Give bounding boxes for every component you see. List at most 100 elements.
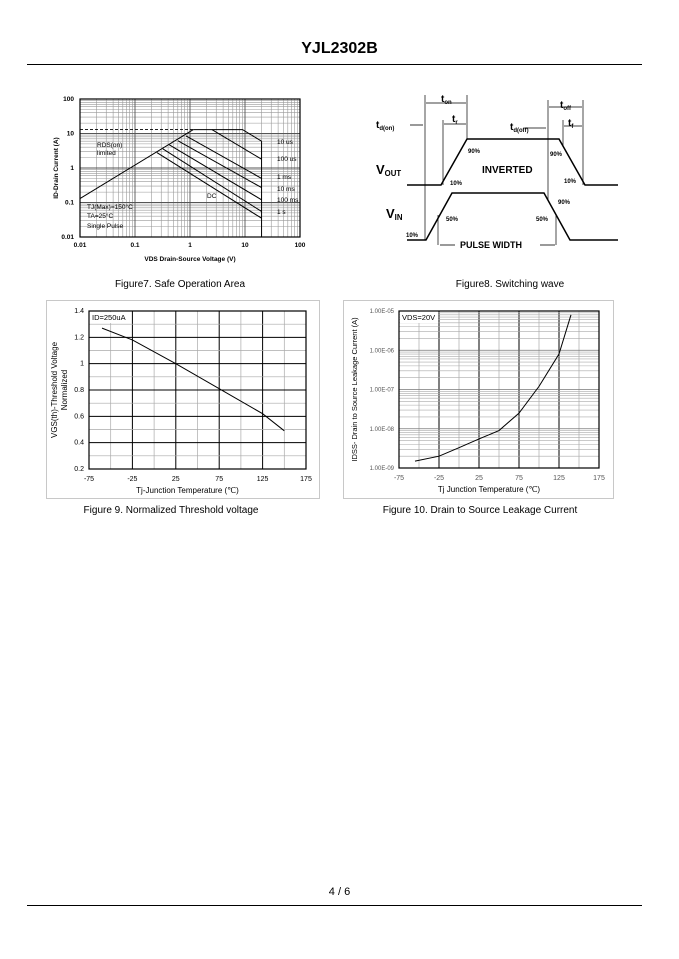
figure8-caption: Figure8. Switching wave: [455, 279, 565, 290]
x-tick-label: 25: [475, 475, 483, 482]
series-line-rds-on-limit: [79, 129, 194, 199]
label-pulse-width: PULSE WIDTH: [460, 240, 522, 250]
label-10pct: 10%: [450, 181, 463, 187]
plot-frame: [79, 98, 301, 238]
y-axis-label: IDSS- Drain to Source Leakage Current (A…: [350, 317, 359, 462]
label-t-d-off: td(off): [510, 122, 529, 134]
annotation-dc: DC: [207, 193, 217, 200]
label-10pct: 10%: [564, 179, 577, 185]
annotation-condition: VDS=20V: [402, 313, 435, 322]
y-tick-label: 0.8: [74, 387, 84, 394]
series-line-100-ms: [169, 144, 262, 201]
annotation-ta: TA=25°C: [87, 212, 113, 220]
data-curve: [414, 314, 572, 462]
figure7-caption: Figure7. Safe Operation Area: [114, 279, 246, 290]
y-tick-label: 10: [67, 131, 75, 138]
label-50pct: 50%: [536, 217, 549, 223]
series-label: 100 us: [277, 156, 297, 163]
series-label: 100 ms: [277, 197, 299, 204]
label-t-f: tf: [568, 118, 574, 130]
annotation-background: [90, 312, 130, 323]
series-line-100-us: [211, 129, 262, 160]
annotation-background: [400, 312, 438, 323]
y-tick-label: 1.00E-09: [370, 466, 395, 472]
x-tick-label: 10: [241, 242, 249, 249]
x-tick-label: 125: [257, 476, 269, 483]
x-tick-label: 175: [593, 475, 605, 482]
y-tick-label: 1: [70, 165, 74, 172]
x-tick-label: -75: [84, 476, 94, 483]
x-tick-label: 100: [295, 242, 306, 249]
annotation-rds-limited-1: RDS(on): [97, 142, 122, 149]
x-tick-label: -25: [127, 476, 137, 483]
label-t-on: ton: [441, 94, 452, 106]
figure9-frame: [46, 300, 320, 499]
x-tick-label: -75: [394, 475, 404, 482]
figure10-frame: [343, 300, 614, 499]
page-number: 4 / 6: [328, 886, 351, 898]
y-tick-label: 1.00E-08: [370, 427, 395, 433]
y-tick-label: 0.01: [61, 234, 74, 241]
y-tick-label: 0.4: [74, 440, 84, 447]
label-v-out: VOUT: [376, 162, 401, 178]
x-tick-label: 75: [215, 476, 223, 483]
vin-waveform: [407, 192, 618, 241]
series-label: 10 ms: [277, 186, 295, 193]
series-label: 1 ms: [277, 174, 292, 181]
label-t-off: toff: [560, 100, 572, 112]
y-axis-label-2: Normalized: [60, 370, 69, 410]
x-tick-label: 0.1: [130, 242, 139, 249]
y-tick-label: 1.2: [74, 334, 84, 341]
x-tick-label: 175: [300, 476, 312, 483]
series-line-10-ms: [177, 140, 262, 189]
annotation-single-pulse: Single Pulse: [87, 223, 124, 230]
x-tick-label: 25: [172, 476, 180, 483]
label-10pct: 10%: [406, 233, 419, 239]
label-inverted: INVERTED: [482, 165, 533, 176]
y-tick-label: 0.6: [74, 413, 84, 420]
y-tick-label: 0.1: [65, 200, 74, 207]
series-label: 1 s: [277, 209, 286, 216]
x-tick-label: 125: [553, 475, 565, 482]
x-tick-label: 1: [188, 242, 192, 249]
label-90pct: 90%: [558, 200, 571, 206]
label-50pct: 50%: [446, 217, 459, 223]
annotation-tj: TJ(Max)=150°C: [87, 203, 133, 211]
x-axis-label: VDS Drain-Source Voltage (V): [144, 256, 235, 263]
y-tick-label: 1.00E-06: [370, 348, 395, 354]
x-tick-label: -25: [434, 475, 444, 482]
x-axis-label: Tj Junction Temperature (℃): [438, 485, 541, 494]
plot-frame: [398, 310, 600, 469]
data-curve: [101, 327, 285, 432]
label-t-r: tr: [452, 114, 458, 126]
figure7-safe-operation-area: 10 us 100 us 1 ms 10 ms 100 ms 1 s 0.01 0.1 1 10 1…: [53, 96, 306, 263]
series-line-dc: [156, 152, 262, 219]
figure10-leakage-current: -75 -25 25 75 125 175 1.00E-09 1.00E-08 1.00E-07…: [350, 309, 605, 494]
series-line-10-us: [193, 129, 262, 142]
label-90pct: 90%: [468, 149, 481, 155]
x-tick-label: 75: [515, 475, 523, 482]
x-axis-label: Tj-Junction Temperature (℃): [136, 486, 239, 495]
label-t-d-on: td(on): [376, 120, 394, 132]
footer-divider: [27, 905, 642, 906]
plot-frame: [88, 310, 307, 470]
annotation-condition: ID=250uA: [92, 313, 126, 322]
figure10-caption: Figure 10. Drain to Source Leakage Curre…: [382, 505, 578, 516]
series-line-1-ms: [185, 135, 262, 179]
page-title: YJL2302B: [301, 40, 378, 57]
y-tick-label: 0.2: [74, 466, 84, 473]
y-tick-label: 1.4: [74, 308, 84, 315]
x-tick-label: 0.01: [74, 242, 87, 249]
annotation-rds-limited-2: limited: [97, 150, 116, 157]
vout-waveform: [407, 138, 618, 186]
series-label: 10 us: [277, 139, 294, 146]
figure9-caption: Figure 9. Normalized Threshold voltage: [83, 505, 259, 516]
series-line-1-s: [162, 148, 262, 212]
figure9-threshold-voltage: -75 -25 25 75 125 175 0.2 0.4 0.6 0.8 1 1.2 1.4 Tj-Ju…: [50, 308, 312, 495]
y-tick-label: 1.00E-05: [370, 309, 395, 315]
y-axis-label: VGS(th)-Threshold Voltage: [50, 341, 59, 438]
label-90pct: 90%: [550, 152, 563, 158]
y-tick-label: 100: [63, 96, 74, 103]
header-divider: [27, 64, 642, 65]
